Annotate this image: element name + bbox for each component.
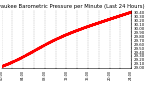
Title: Milwaukee Barometric Pressure per Minute (Last 24 Hours): Milwaukee Barometric Pressure per Minute… (0, 4, 144, 9)
